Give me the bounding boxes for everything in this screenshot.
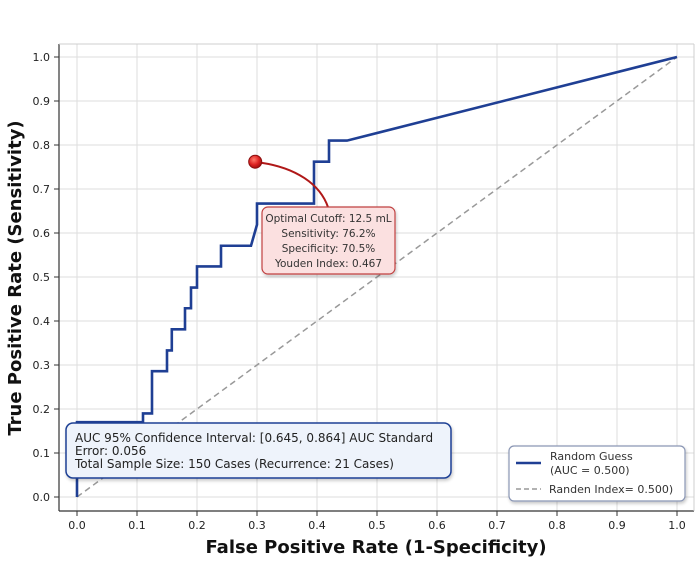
x-tick-label: 0.1 bbox=[128, 519, 146, 532]
y-axis-title: True Positive Rate (Sensitivity) bbox=[5, 120, 26, 435]
ci-line-1: AUC 95% Confidence Interval: [0.645, 0.8… bbox=[75, 431, 433, 445]
ci-line-3: Total Sample Size: 150 Cases (Recurrence… bbox=[74, 457, 394, 471]
y-axis-ticks: 0.0 0.1 0.2 0.3 0.4 0.5 0.6 0.7 0.8 0.9 1.0 bbox=[33, 51, 59, 504]
x-tick-label: 0.6 bbox=[428, 519, 446, 532]
x-tick-label: 0.7 bbox=[488, 519, 506, 532]
y-tick-label: 0.6 bbox=[33, 227, 51, 240]
legend-item-1-line-2: (AUC = 0.500) bbox=[550, 464, 630, 477]
x-tick-label: 0.0 bbox=[68, 519, 86, 532]
y-tick-label: 0.7 bbox=[33, 183, 51, 196]
ci-box bbox=[65, 422, 452, 479]
x-axis-title: False Positive Rate (1-Specificity) bbox=[205, 537, 546, 558]
x-tick-label: 1.0 bbox=[668, 519, 686, 532]
optimal-cutoff-point bbox=[248, 154, 263, 169]
annotation-arrow bbox=[261, 161, 330, 209]
ci-line-2: Error: 0.056 bbox=[75, 444, 146, 458]
y-tick-label: 1.0 bbox=[33, 51, 51, 64]
x-tick-label: 0.9 bbox=[608, 519, 626, 532]
grid bbox=[59, 44, 694, 511]
y-tick-label: 0.1 bbox=[33, 447, 51, 460]
y-tick-label: 0.4 bbox=[33, 315, 51, 328]
y-tick-label: 0.5 bbox=[33, 271, 51, 284]
annotation-box bbox=[261, 206, 396, 275]
y-tick-label: 0.8 bbox=[33, 139, 51, 152]
legend-item-2-line-1: Randen Index= 0.500) bbox=[549, 483, 673, 496]
x-tick-label: 0.3 bbox=[248, 519, 266, 532]
y-tick-label: 0.9 bbox=[33, 95, 51, 108]
annotation-line-3: Specificity: 70.5% bbox=[282, 243, 376, 255]
annotation-line-2: Sensitivity: 76.2% bbox=[281, 228, 375, 240]
series-line-roc bbox=[75, 55, 678, 497]
legend-item-1-line-1: Random Guess bbox=[550, 450, 633, 463]
x-axis-ticks: 0.0 0.1 0.2 0.3 0.4 0.5 0.6 0.7 0.8 0.9 1.0 bbox=[68, 511, 686, 532]
x-tick-label: 0.4 bbox=[308, 519, 326, 532]
x-tick-label: 0.2 bbox=[188, 519, 206, 532]
x-tick-label: 0.8 bbox=[548, 519, 566, 532]
y-tick-label: 0.0 bbox=[33, 491, 51, 504]
legend bbox=[508, 445, 686, 502]
y-tick-label: 0.3 bbox=[33, 359, 51, 372]
annotation-line-1: Optimal Cutoff: 12.5 mL bbox=[265, 213, 391, 225]
annotation-line-4: Youden Index: 0.467 bbox=[274, 258, 382, 270]
x-tick-label: 0.5 bbox=[368, 519, 386, 532]
y-tick-label: 0.2 bbox=[33, 403, 51, 416]
